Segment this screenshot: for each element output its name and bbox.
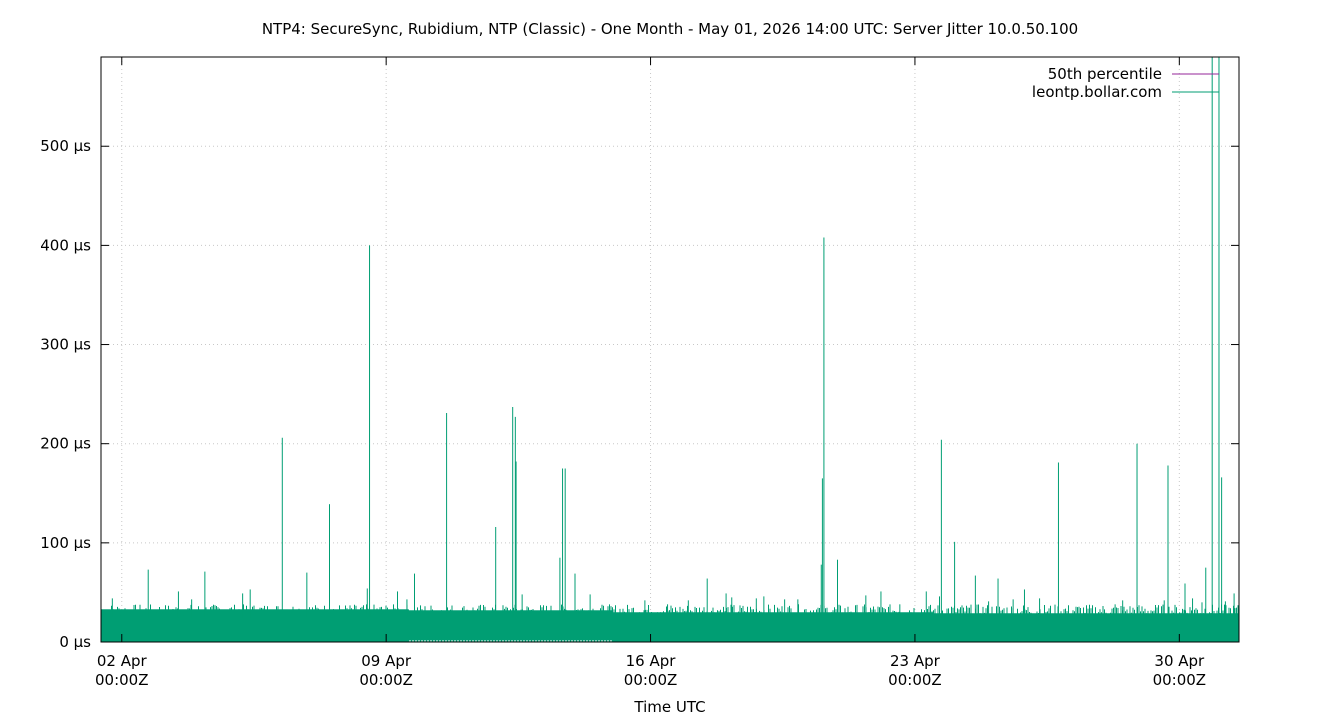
axis-ticks: 0 µs 100 µs 200 µs 300 µs 400 µs 500 µs 02 Apr… [40,57,1239,689]
legend-entry-label: leontp.bollar.com [1032,83,1162,101]
y-tick-label: 0 µs [59,633,91,651]
x-axis-label: Time UTC [633,698,705,716]
x-tick-label-time: 00:00Z [359,671,413,689]
x-tick-label-time: 00:00Z [624,671,678,689]
y-tick-label: 300 µs [40,336,91,354]
x-tick-label: 02 Apr [97,652,148,670]
y-tick-label: 100 µs [40,534,91,552]
x-tick-label-time: 00:00Z [95,671,149,689]
y-tick-label: 400 µs [40,236,91,254]
plot-frame [100,56,1240,643]
legend-entry-label: 50th percentile [1048,65,1162,83]
grid [101,57,1239,642]
y-tick-label: 500 µs [40,137,91,155]
chart-title: NTP4: SecureSync, Rubidium, NTP (Classic… [262,20,1078,38]
x-tick-label-time: 00:00Z [888,671,942,689]
x-tick-label: 09 Apr [361,652,412,670]
x-tick-label: 23 Apr [890,652,941,670]
series-leontp [100,57,1239,642]
x-tick-label: 30 Apr [1154,652,1205,670]
x-tick-label-time: 00:00Z [1153,671,1207,689]
x-tick-label: 16 Apr [626,652,677,670]
y-tick-label: 200 µs [40,435,91,453]
